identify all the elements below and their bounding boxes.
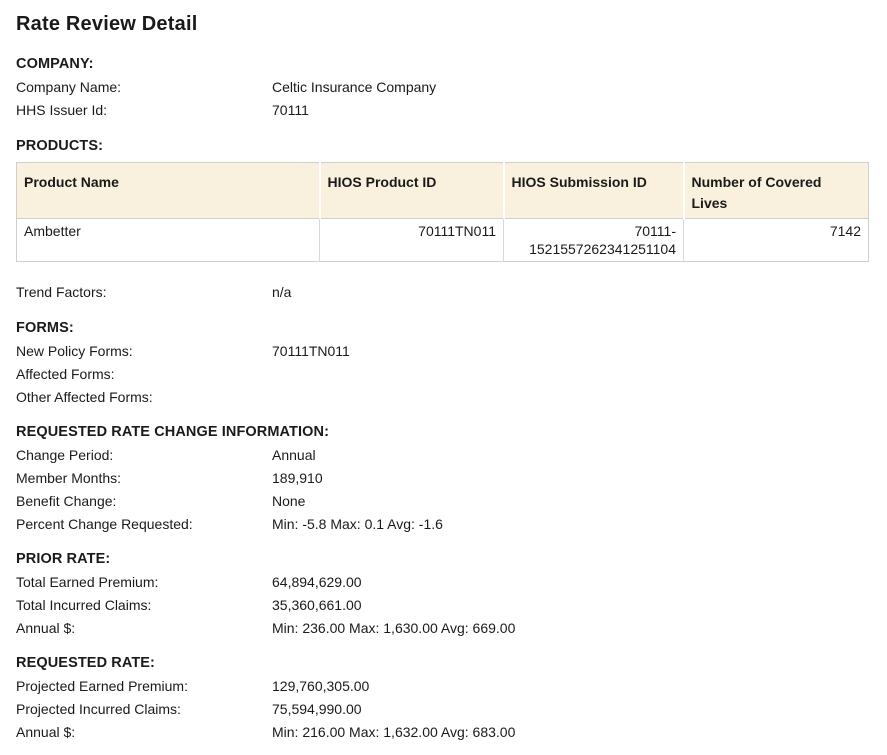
field-value: 64,894,629.00 — [272, 574, 362, 590]
field-label: Member Months: — [16, 470, 122, 486]
forms-section: FORMS: New Policy Forms: 70111TN011 Affe… — [16, 317, 870, 409]
table-row: Ambetter 70111TN011 70111-15215572623412… — [16, 218, 869, 262]
products-section: PRODUCTS: Product Name HIOS Product ID H… — [16, 135, 870, 262]
field-label: Change Period: — [16, 447, 114, 463]
field-label: Other Affected Forms: — [16, 389, 153, 405]
field-row-prior-annual-dollars: Annual $: Min: 236.00 Max: 1,630.00 Avg:… — [16, 617, 870, 640]
column-header-product-name: Product Name — [16, 162, 320, 219]
field-row-projected-earned-premium: Projected Earned Premium: 129,760,305.00 — [16, 675, 870, 698]
requested-rate-section: REQUESTED RATE: Projected Earned Premium… — [16, 652, 870, 744]
column-header-hios-submission-id: HIOS Submission ID — [502, 162, 684, 219]
field-value: 189,910 — [272, 470, 323, 486]
field-row-total-earned-premium: Total Earned Premium: 64,894,629.00 — [16, 571, 870, 594]
field-row-benefit-change: Benefit Change: None — [16, 490, 870, 513]
field-row-percent-change-requested: Percent Change Requested: Min: -5.8 Max:… — [16, 513, 870, 536]
cell-hios-submission-id: 70111-1521557262341251104 — [503, 218, 684, 262]
rate-review-detail-page: Rate Review Detail COMPANY: Company Name… — [16, 12, 870, 744]
field-row-hhs-issuer-id: HHS Issuer Id: 70111 — [16, 99, 870, 122]
column-header-hios-product-id: HIOS Product ID — [318, 162, 504, 219]
field-row-total-incurred-claims: Total Incurred Claims: 35,360,661.00 — [16, 594, 870, 617]
prior-rate-section: PRIOR RATE: Total Earned Premium: 64,894… — [16, 548, 870, 640]
field-row-change-period: Change Period: Annual — [16, 444, 870, 467]
requested-rate-heading: REQUESTED RATE: — [16, 655, 155, 671]
field-row-new-policy-forms: New Policy Forms: 70111TN011 — [16, 340, 870, 363]
cell-hios-product-id: 70111TN011 — [319, 218, 504, 262]
rate-change-heading: REQUESTED RATE CHANGE INFORMATION: — [16, 424, 329, 440]
field-value: 70111TN011 — [272, 343, 350, 359]
cell-covered-lives: 7142 — [683, 218, 869, 262]
field-value: Min: -5.8 Max: 0.1 Avg: -1.6 — [272, 516, 443, 532]
field-label: Projected Earned Premium: — [16, 678, 188, 694]
field-value: n/a — [272, 284, 292, 300]
field-value: Min: 216.00 Max: 1,632.00 Avg: 683.00 — [272, 724, 516, 740]
field-value: 75,594,990.00 — [272, 701, 362, 717]
field-label: Projected Incurred Claims: — [16, 701, 181, 717]
field-label: New Policy Forms: — [16, 343, 133, 359]
field-label: Trend Factors: — [16, 284, 107, 300]
company-section: COMPANY: Company Name: Celtic Insurance … — [16, 53, 870, 122]
field-row-other-affected-forms: Other Affected Forms: — [16, 386, 870, 409]
page-title: Rate Review Detail — [16, 13, 198, 35]
column-header-covered-lives: Number of Covered Lives — [682, 162, 869, 219]
field-value: 35,360,661.00 — [272, 597, 362, 613]
products-table-header-row: Product Name HIOS Product ID HIOS Submis… — [16, 162, 869, 219]
field-row-projected-incurred-claims: Projected Incurred Claims: 75,594,990.00 — [16, 698, 870, 721]
rate-change-section: REQUESTED RATE CHANGE INFORMATION: Chang… — [16, 421, 870, 536]
field-row-member-months: Member Months: 189,910 — [16, 467, 870, 490]
products-heading: PRODUCTS: — [16, 138, 104, 154]
prior-rate-heading: PRIOR RATE: — [16, 551, 111, 567]
field-label: Percent Change Requested: — [16, 516, 193, 532]
field-value: None — [272, 493, 306, 509]
field-row-trend-factors: Trend Factors: n/a — [16, 281, 870, 304]
company-heading: COMPANY: — [16, 56, 94, 72]
field-value: Annual — [272, 447, 316, 463]
field-row-affected-forms: Affected Forms: — [16, 363, 870, 386]
cell-product-name: Ambetter — [16, 218, 320, 262]
field-label: Annual $: — [16, 620, 76, 636]
field-value: Celtic Insurance Company — [272, 79, 437, 95]
field-label: Benefit Change: — [16, 493, 117, 509]
products-table: Product Name HIOS Product ID HIOS Submis… — [16, 162, 869, 262]
field-label: Annual $: — [16, 724, 76, 740]
field-label: Total Incurred Claims: — [16, 597, 152, 613]
field-row-company-name: Company Name: Celtic Insurance Company — [16, 76, 870, 99]
field-label: Total Earned Premium: — [16, 574, 159, 590]
field-value — [272, 386, 870, 409]
field-label: Company Name: — [16, 79, 122, 95]
field-value — [272, 363, 870, 386]
field-row-requested-annual-dollars: Annual $: Min: 216.00 Max: 1,632.00 Avg:… — [16, 721, 870, 744]
field-value: 129,760,305.00 — [272, 678, 370, 694]
forms-heading: FORMS: — [16, 320, 74, 336]
field-label: Affected Forms: — [16, 366, 115, 382]
field-value: 70111 — [272, 102, 309, 118]
field-value: Min: 236.00 Max: 1,630.00 Avg: 669.00 — [272, 620, 516, 636]
field-label: HHS Issuer Id: — [16, 102, 108, 118]
